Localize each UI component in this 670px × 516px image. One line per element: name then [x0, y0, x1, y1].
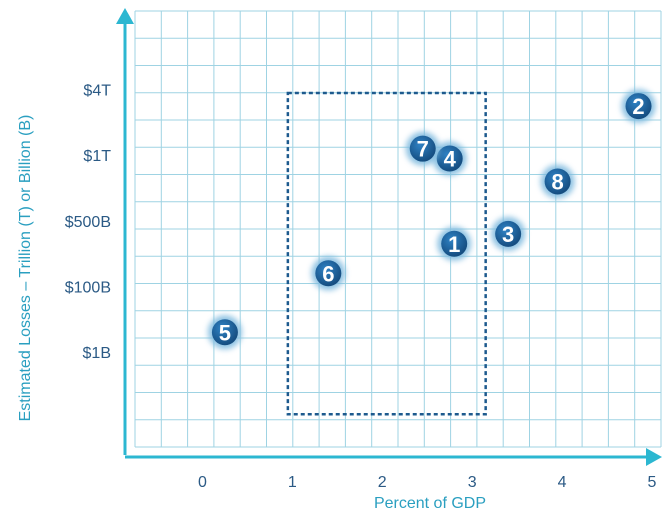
data-point-4: 4	[432, 141, 467, 176]
data-point-6: 6	[311, 256, 346, 291]
data-point-1: 1	[437, 226, 472, 261]
x-tick-label: 2	[378, 474, 387, 491]
data-point-8: 8	[540, 164, 575, 199]
data-point-marker	[625, 93, 652, 120]
x-tick-label: 3	[468, 474, 477, 491]
y-tick-labels: $4T $1T $500B $100B $1B	[65, 83, 111, 362]
x-tick-label: 0	[198, 474, 207, 491]
data-point-3: 3	[491, 216, 526, 251]
data-points: 1 2 3 4 5 6 7 8	[207, 89, 656, 350]
x-axis-arrow	[646, 448, 662, 466]
x-tick-label: 1	[288, 474, 297, 491]
x-tick-label: 4	[558, 474, 567, 491]
data-point-marker	[315, 260, 342, 287]
data-point-2: 2	[621, 89, 656, 124]
axes	[116, 8, 662, 466]
data-point-label: 7	[417, 137, 429, 162]
grid	[134, 10, 662, 448]
data-point-marker	[211, 319, 238, 346]
data-point-marker	[436, 145, 463, 172]
data-point-5: 5	[207, 315, 242, 350]
y-tick-label: $1T	[83, 148, 111, 165]
data-point-label: 8	[551, 169, 563, 194]
data-point-label: 6	[322, 261, 334, 286]
data-point-marker	[544, 168, 571, 195]
x-tick-label: 5	[648, 474, 657, 491]
data-point-label: 2	[632, 94, 644, 119]
data-point-label: 3	[502, 222, 514, 247]
x-tick-labels: 0 1 2 3 4 5	[198, 474, 657, 491]
x-axis-title: Percent of GDP	[374, 495, 486, 512]
data-point-label: 1	[448, 232, 460, 257]
y-tick-label: $100B	[65, 279, 111, 296]
data-point-marker	[409, 135, 436, 162]
y-axis-title: Estimated Losses – Trillion (T) or Billi…	[17, 115, 34, 422]
data-point-marker	[495, 220, 522, 247]
y-tick-label: $4T	[83, 83, 111, 100]
data-point-label: 5	[219, 320, 231, 345]
data-point-marker	[441, 230, 468, 257]
highlight-region-group	[286, 91, 487, 416]
data-point-7: 7	[405, 131, 440, 166]
highlight-region	[286, 91, 487, 416]
y-axis-arrow	[116, 8, 134, 24]
data-point-label: 4	[444, 147, 457, 172]
y-tick-label: $500B	[65, 214, 111, 231]
y-tick-label: $1B	[83, 345, 111, 362]
